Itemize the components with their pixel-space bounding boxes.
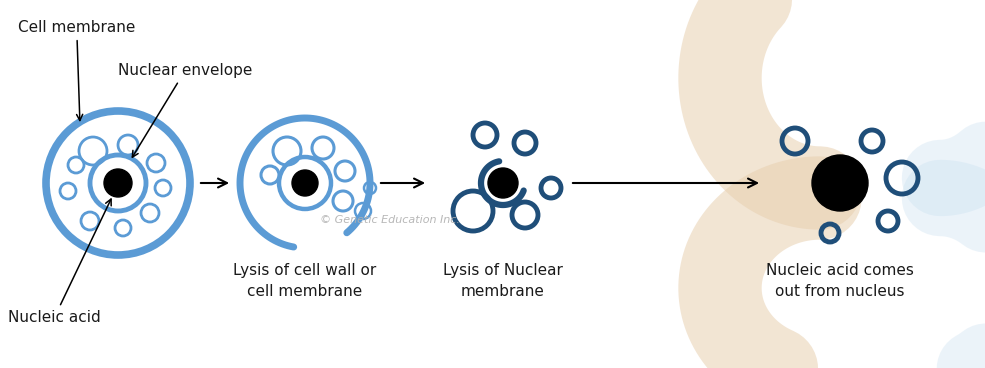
Text: Lysis of cell wall or
cell membrane: Lysis of cell wall or cell membrane [233,263,376,299]
Circle shape [104,169,132,197]
Text: Nuclear envelope: Nuclear envelope [118,63,252,157]
Text: Lysis of Nuclear
membrane: Lysis of Nuclear membrane [443,263,563,299]
Text: © Genetic Education Inc.: © Genetic Education Inc. [320,215,460,225]
Text: Nucleic acid comes
out from nucleus: Nucleic acid comes out from nucleus [766,263,914,299]
Circle shape [292,170,318,196]
Circle shape [812,155,868,211]
Circle shape [488,168,518,198]
Text: Nucleic acid: Nucleic acid [8,199,111,325]
Text: Cell membrane: Cell membrane [18,20,135,120]
